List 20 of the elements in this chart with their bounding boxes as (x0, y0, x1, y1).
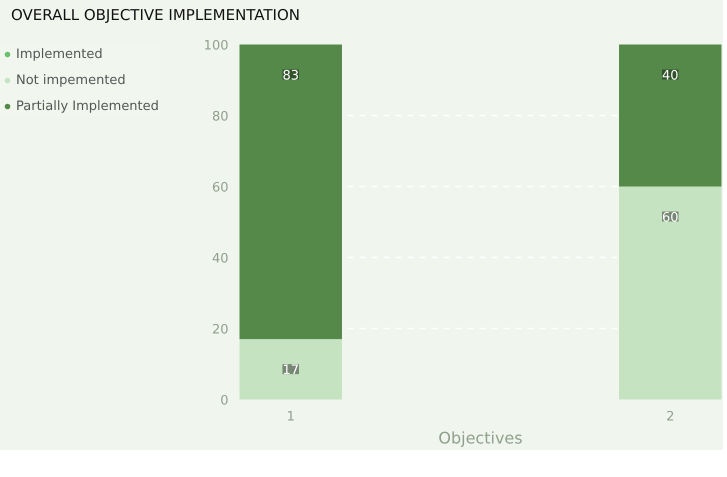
bar (240, 44, 342, 340)
legend-label: Not impemented (16, 72, 126, 88)
y-tick-label: 60 (212, 180, 229, 196)
chart-title: OVERALL OBJECTIVE IMPLEMENTATION (11, 5, 300, 26)
data-label: 83 (282, 68, 300, 84)
data-label: 40 (662, 68, 679, 84)
data-label: 17 (282, 363, 300, 378)
legend-label: Partially Implemented (16, 98, 159, 114)
x-axis-title: Objectives (438, 428, 523, 448)
y-tick-label: 40 (212, 252, 229, 266)
bar (240, 339, 342, 400)
y-tick-label: 80 (212, 110, 229, 124)
bar (619, 44, 722, 186)
x-tick-label: 2 (666, 410, 674, 424)
y-tick-label: 100 (204, 38, 229, 54)
y-tick-label: 20 (212, 322, 229, 338)
y-tick-label: 0 (220, 394, 229, 408)
bar (619, 186, 722, 400)
x-tick-label: 1 (286, 410, 295, 424)
legend-label: Implemented (16, 46, 103, 62)
